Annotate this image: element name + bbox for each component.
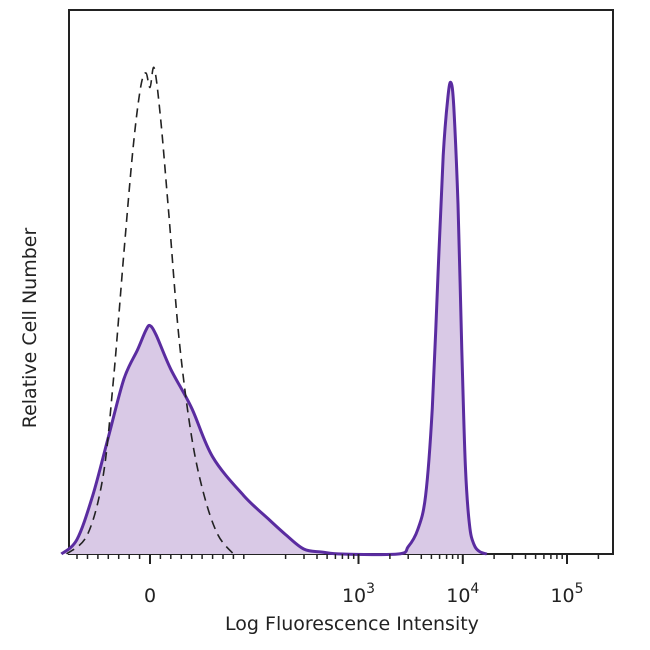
x-tick-label: 105 [550, 581, 583, 607]
x-tick-label: 0 [144, 585, 156, 607]
x-axis-major-ticks [149, 554, 568, 564]
x-tick-label: 103 [342, 581, 375, 607]
x-axis-tick-labels: 0 103 104 105 [144, 581, 584, 607]
control-histogram-line [66, 66, 235, 555]
y-axis-label: Relative Cell Number [19, 228, 41, 429]
x-tick-label-exponent: 4 [470, 581, 479, 597]
x-tick-label-exponent: 5 [575, 581, 584, 597]
x-tick-label-base: 10 [342, 585, 366, 607]
x-tick-label: 104 [446, 581, 479, 607]
x-tick-label-base: 10 [550, 585, 574, 607]
sample-histogram-fill [61, 82, 487, 555]
x-tick-label-base: 10 [446, 585, 470, 607]
x-tick-label-base: 0 [144, 585, 156, 607]
sample-histogram-line [60, 80, 488, 557]
x-axis-minor-ticks [76, 554, 600, 559]
x-axis-label: Log Fluorescence Intensity [225, 613, 479, 635]
x-tick-label-exponent: 3 [366, 581, 375, 597]
series-layer [60, 66, 488, 557]
